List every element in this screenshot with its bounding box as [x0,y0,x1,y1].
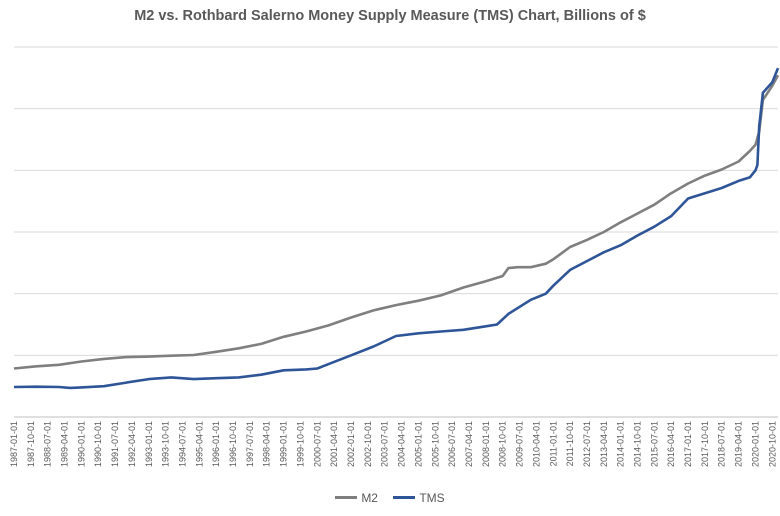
x-tick-label: 1990-10-01 [93,421,103,467]
x-tick-label: 2020-10-01 [767,421,777,467]
series-line-m2 [13,74,780,370]
x-tick-label: 2018-07-01 [717,421,727,467]
x-tick-label: 2007-04-01 [464,421,474,467]
x-tick-label: 2003-07-01 [380,421,390,467]
legend-item-m2: M2 [335,491,378,505]
x-tick-label: 2008-10-01 [498,421,508,467]
x-tick-label: 2008-01-01 [481,421,491,467]
legend-swatch-m2 [335,496,358,499]
x-tick-label: 1993-01-01 [144,421,154,467]
series-line-tms [13,67,780,390]
x-tick-label: 2005-01-01 [414,421,424,467]
x-tick-label: 1993-10-01 [161,421,171,467]
x-tick-label: 2019-04-01 [734,421,744,467]
x-tick-label: 1990-01-01 [76,421,86,467]
x-tick-label: 2014-01-01 [616,421,626,467]
legend-item-tms: TMS [393,490,445,505]
x-tick-label: 2016-04-01 [666,421,676,467]
x-tick-label: 2014-10-01 [633,421,643,467]
x-tick-label: 1996-01-01 [211,421,221,467]
x-tick-label: 2005-10-01 [430,421,440,467]
x-tick-label: 1998-04-01 [262,421,272,467]
x-tick-label: 2017-10-01 [700,421,710,467]
x-tick-label: 1995-04-01 [194,421,204,467]
x-tick-label: 1999-01-01 [279,421,289,467]
x-tick-label: 1996-10-01 [228,421,238,467]
chart-legend: M2 TMS [0,488,780,505]
x-tick-label: 2015-07-01 [649,421,659,467]
x-tick-label: 2012-07-01 [582,421,592,467]
x-tick-label: 2010-04-01 [531,421,541,467]
x-tick-label: 2009-07-01 [515,421,525,467]
x-tick-label: 2002-01-01 [346,421,356,467]
x-tick-label: 1988-07-01 [43,421,53,467]
x-tick-label: 1992-04-01 [127,421,137,467]
x-tick-label: 2001-04-01 [329,421,339,467]
x-tick-label: 1987-10-01 [26,421,36,467]
x-tick-label: 2004-04-01 [397,421,407,467]
x-tick-label: 2013-04-01 [599,421,609,467]
x-tick-label: 2011-10-01 [565,421,575,466]
x-tick-label: 2000-07-01 [312,421,322,467]
legend-label-m2: M2 [361,490,378,505]
x-tick-label: 1999-10-01 [295,421,305,467]
x-tick-label: 2011-01-01 [548,421,558,466]
x-tick-label: 2020-01-01 [751,421,761,467]
x-tick-label: 1991-07-01 [110,421,120,467]
x-tick-label: 1997-07-01 [245,421,255,467]
chart-title: M2 vs. Rothbard Salerno Money Supply Mea… [134,8,646,24]
legend-label-tms: TMS [419,490,445,505]
x-tick-label: 2002-10-01 [363,421,373,467]
x-tick-label: 1989-04-01 [60,421,70,467]
x-tick-label: 1994-07-01 [177,421,187,467]
legend-swatch-tms [393,496,416,499]
x-tick-label: 1987-01-01 [9,421,19,467]
x-tick-label: 2017-01-01 [683,421,693,467]
x-tick-label: 2006-07-01 [447,421,457,467]
